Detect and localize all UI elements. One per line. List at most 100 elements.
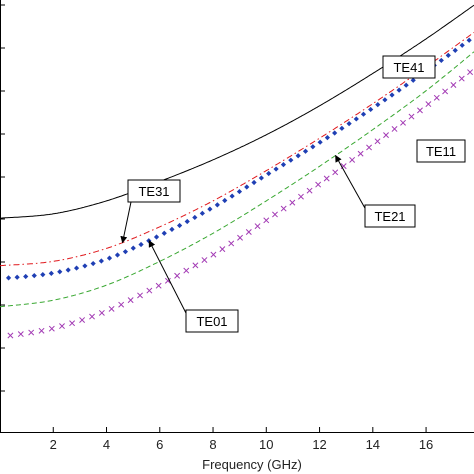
series-marker <box>169 226 175 233</box>
series-marker <box>450 82 457 88</box>
series-marker <box>302 148 309 154</box>
series-marker <box>114 252 121 258</box>
series-marker <box>164 277 171 284</box>
callout-label: TE11 <box>426 144 456 159</box>
series-marker <box>360 111 367 117</box>
series-marker <box>244 184 250 190</box>
series-marker <box>31 273 37 279</box>
series-marker <box>349 156 356 163</box>
series-marker <box>374 138 381 145</box>
series-marker <box>17 331 24 338</box>
series-marker <box>408 113 415 120</box>
y-axis <box>0 0 5 432</box>
series-marker <box>59 323 65 330</box>
series-marker <box>155 282 162 289</box>
series-line <box>0 51 474 308</box>
series-marker <box>458 75 465 82</box>
series-marker <box>130 245 136 251</box>
series-marker <box>122 249 129 255</box>
series-marker <box>201 257 208 264</box>
callout-label: TE31 <box>138 184 169 199</box>
x-axis-label: Frequency (GHz) <box>202 457 302 472</box>
series-marker <box>65 267 71 273</box>
x-axis: 2 4 6 8 10 12 14 16 <box>0 427 474 452</box>
series-marker <box>382 97 388 103</box>
series-marker <box>368 106 374 113</box>
callout-label: TE21 <box>374 209 405 224</box>
series-marker <box>228 240 235 247</box>
series-marker <box>467 69 474 76</box>
series-marker <box>222 197 228 204</box>
series-marker <box>98 258 104 264</box>
series-marker <box>306 187 313 194</box>
series-marker <box>258 175 264 181</box>
x-tick-label: 16 <box>419 437 433 452</box>
x-tick-label: 6 <box>156 437 163 452</box>
series-marker <box>184 218 190 225</box>
series-marker <box>106 255 113 261</box>
callout-label: TE01 <box>196 314 227 329</box>
series-marker <box>28 329 35 336</box>
series-te21 <box>0 51 474 308</box>
series-marker <box>137 292 143 299</box>
series-marker <box>199 210 205 216</box>
series-marker <box>14 274 20 280</box>
callout-group: TE41 TE11 TE31 TE21 TE01 <box>120 55 466 333</box>
series-marker <box>254 223 261 230</box>
x-tick-label: 12 <box>312 437 326 452</box>
series-marker <box>357 150 364 157</box>
callout-box <box>382 55 436 79</box>
series-marker <box>219 246 226 253</box>
series-marker <box>146 287 153 294</box>
series-marker <box>272 211 278 218</box>
series-marker <box>346 121 352 127</box>
series-marker <box>332 130 338 136</box>
series-te11 <box>7 69 474 339</box>
series-marker <box>400 119 406 126</box>
series-marker <box>403 82 409 88</box>
x-tick-label: 14 <box>366 437 380 452</box>
series-marker <box>38 327 45 334</box>
callout-te41: TE41 <box>382 55 436 79</box>
series-marker <box>295 153 301 159</box>
series-marker <box>98 309 105 316</box>
series-marker <box>153 234 160 240</box>
series-marker <box>391 125 398 132</box>
series-marker <box>433 94 440 101</box>
series-marker <box>298 193 304 200</box>
series-marker <box>7 332 14 339</box>
series-marker <box>339 125 345 131</box>
callout-arrow <box>148 240 189 318</box>
callout-box <box>127 179 181 203</box>
series-marker <box>127 297 134 304</box>
series-marker <box>40 272 46 278</box>
series-marker <box>445 52 451 58</box>
series-marker <box>266 170 272 177</box>
series-marker <box>459 42 465 48</box>
series-marker <box>57 269 63 275</box>
series-group <box>0 4 474 339</box>
series-marker <box>280 162 287 168</box>
series-marker <box>289 199 296 206</box>
series-marker <box>207 206 213 212</box>
series-marker <box>442 88 449 95</box>
series-marker <box>245 229 252 235</box>
series-marker <box>417 107 423 114</box>
callout-box <box>185 309 239 333</box>
series-marker <box>438 57 444 64</box>
series-marker <box>69 320 76 327</box>
callout-label: TE41 <box>393 60 424 75</box>
series-marker <box>315 181 322 188</box>
series-marker <box>73 265 80 271</box>
x-tick-label: 10 <box>259 437 273 452</box>
series-te41 <box>0 4 474 219</box>
callout-te01: TE01 <box>148 240 239 333</box>
series-marker <box>383 132 389 139</box>
callout-box <box>416 139 466 163</box>
series-marker <box>79 317 86 323</box>
series-te01 <box>5 37 472 281</box>
series-line <box>0 4 474 219</box>
series-marker <box>23 273 29 280</box>
x-tick-label: 8 <box>209 437 216 452</box>
